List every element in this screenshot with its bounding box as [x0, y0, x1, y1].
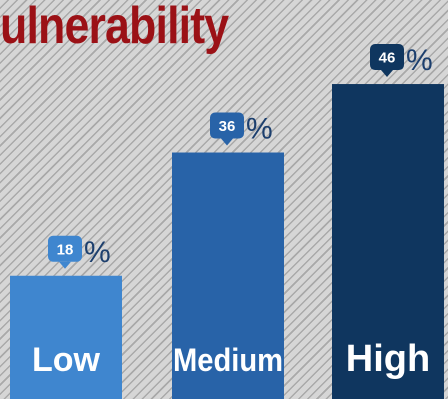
bar-medium	[172, 152, 284, 399]
chart-title: ulnerability	[0, 0, 229, 55]
value-badge-low	[48, 235, 82, 262]
category-label-medium: Medium	[173, 342, 283, 378]
percent-sign-low: %	[84, 236, 111, 269]
value-badge-pointer-low	[59, 261, 71, 269]
bar-low	[10, 275, 122, 399]
bar-high	[332, 84, 444, 399]
percent-sign-medium: %	[246, 113, 273, 146]
value-badge-pointer-medium	[221, 138, 233, 146]
value-badge-medium	[210, 112, 244, 139]
value-label-low: 18	[57, 241, 74, 258]
value-label-medium: 36	[219, 118, 236, 135]
category-label-low: Low	[32, 341, 101, 379]
percent-sign-high: %	[406, 44, 433, 77]
value-badge-high	[370, 44, 404, 71]
value-badge-pointer-high	[381, 70, 393, 78]
value-label-high: 46	[379, 50, 396, 67]
category-label-high: High	[346, 338, 430, 380]
